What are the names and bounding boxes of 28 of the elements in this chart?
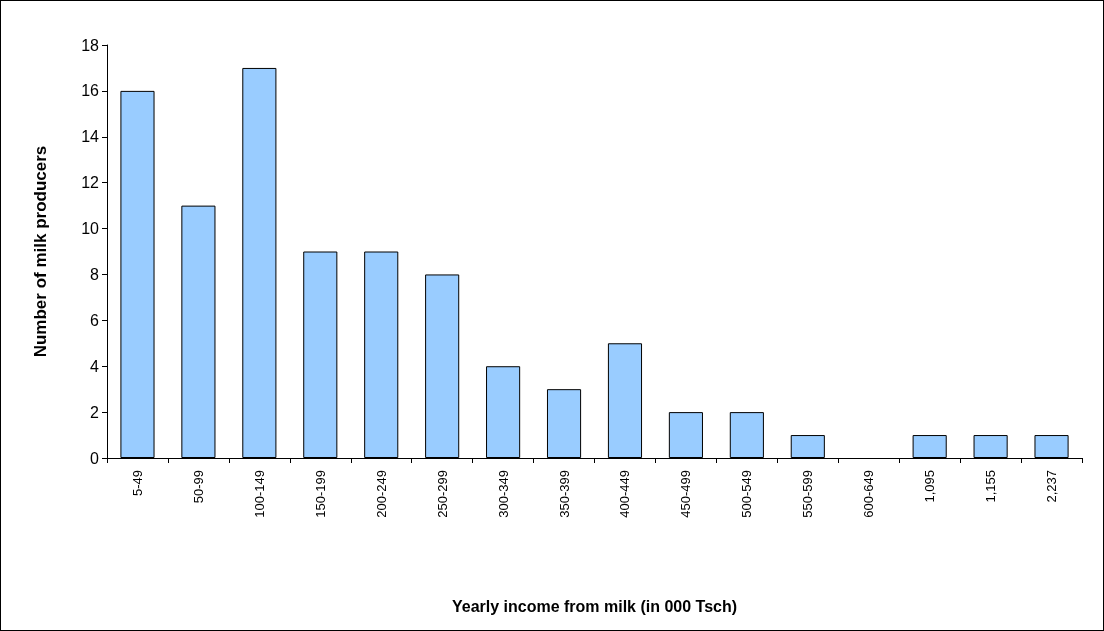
x-tick-label: 5-49: [129, 470, 145, 497]
y-tick-label: 16: [81, 82, 100, 100]
x-tick-label: 2,237: [1044, 470, 1060, 503]
x-axis-title: Yearly income from milk (in 000 Tsch): [451, 597, 738, 615]
x-tick-label: 200-249: [373, 470, 389, 518]
y-tick-label: 2: [90, 403, 100, 421]
y-tick-label: 12: [81, 174, 100, 192]
x-tick-label: 100-149: [251, 470, 267, 518]
y-tick-label: 4: [90, 357, 100, 375]
x-tick-label: 550-599: [800, 470, 816, 518]
x-tick-label: 350-399: [556, 470, 572, 518]
x-tick-label: 500-549: [739, 470, 755, 518]
y-tick-label: 8: [90, 265, 100, 283]
x-tick-label: 250-299: [434, 470, 450, 518]
x-tick-label: 300-349: [495, 470, 511, 518]
x-tick-label: 600-649: [861, 470, 877, 518]
x-tick-label: 400-449: [617, 470, 633, 518]
y-tick-label: 6: [90, 311, 100, 329]
x-tick-label: 150-199: [312, 470, 328, 518]
y-tick-label: 10: [81, 220, 100, 238]
x-tick-label: 1,095: [922, 470, 938, 503]
y-tick-label: 0: [90, 449, 100, 467]
y-tick-label: 18: [81, 36, 100, 54]
y-axis-title: Number of milk producers: [31, 145, 50, 358]
y-tick-label: 14: [81, 128, 100, 146]
x-tick-label: 50-99: [190, 470, 206, 504]
x-tick-label: 1,155: [983, 470, 999, 503]
x-tick-label: 450-499: [678, 470, 694, 518]
